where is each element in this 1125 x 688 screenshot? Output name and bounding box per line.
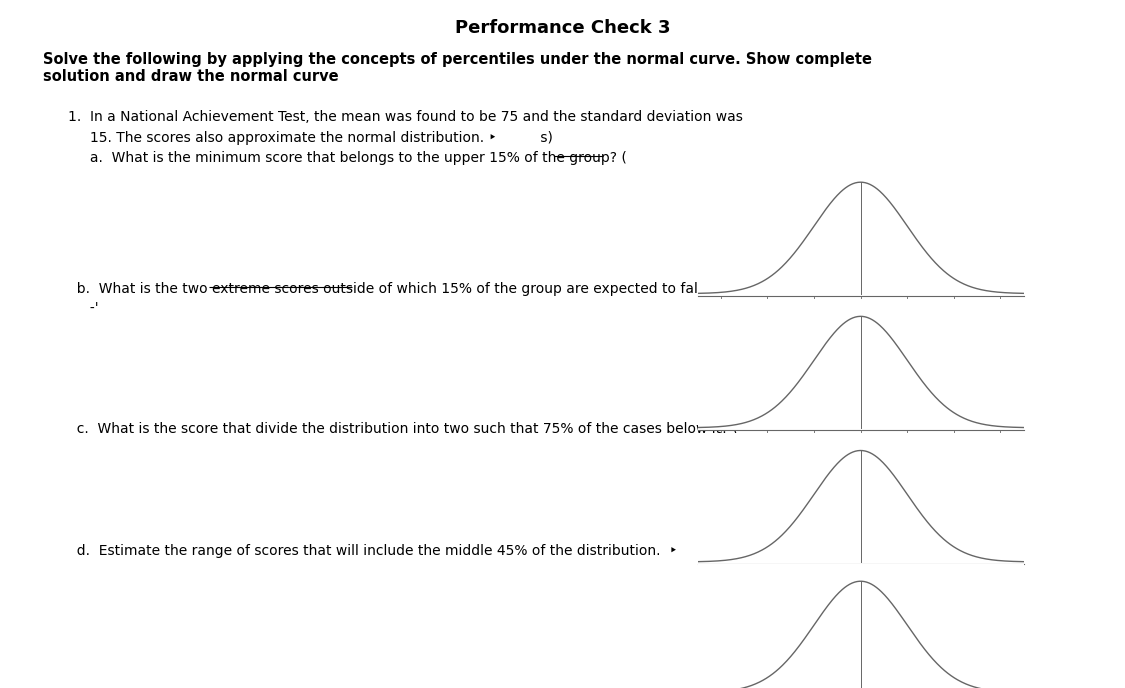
Text: Performance Check 3: Performance Check 3 [455, 19, 670, 37]
Text: -': -' [68, 301, 98, 315]
Text: 1.  In a National Achievement Test, the mean was found to be 75 and the standard: 1. In a National Achievement Test, the m… [68, 110, 743, 124]
Text: Solve the following by applying the concepts of percentiles under the normal cur: Solve the following by applying the conc… [43, 52, 872, 84]
Text: 15. The scores also approximate the normal distribution. ‣          s): 15. The scores also approximate the norm… [68, 131, 552, 144]
Text: b.  What is the two extreme scores outside of which 15% of the group are expecte: b. What is the two extreme scores outsid… [68, 282, 709, 296]
Text: a.  What is the minimum score that belongs to the upper 15% of the group? (: a. What is the minimum score that belong… [68, 151, 627, 165]
Text: c.  What is the score that divide the distribution into two such that 75% of the: c. What is the score that divide the dis… [68, 421, 738, 435]
Text: d.  Estimate the range of scores that will include the middle 45% of the distrib: d. Estimate the range of scores that wil… [68, 544, 677, 557]
